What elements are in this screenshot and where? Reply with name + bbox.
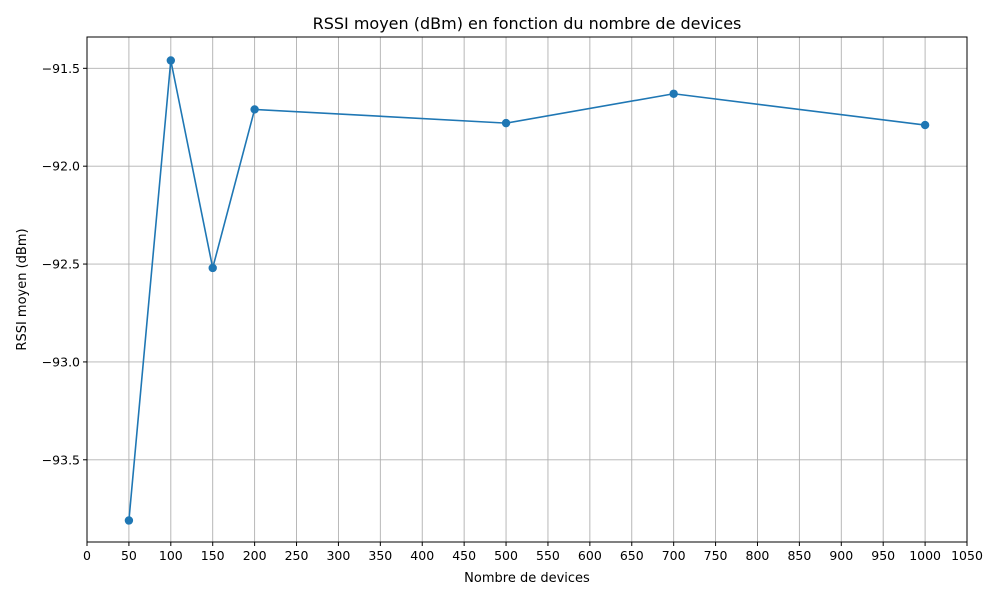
x-tick-label: 750 bbox=[704, 548, 728, 563]
data-point bbox=[250, 105, 259, 114]
x-tick-label: 400 bbox=[410, 548, 434, 563]
x-tick-label: 250 bbox=[285, 548, 309, 563]
x-tick-label: 500 bbox=[494, 548, 518, 563]
data-point bbox=[501, 118, 511, 128]
plot-frame bbox=[86, 36, 968, 543]
y-tick-label: −92.0 bbox=[42, 159, 80, 174]
y-tick-label: −92.5 bbox=[42, 257, 80, 272]
x-tick-label: 950 bbox=[871, 548, 895, 563]
y-tick-label: −93.5 bbox=[42, 452, 80, 467]
x-tick-label: 850 bbox=[787, 548, 811, 563]
data-point bbox=[920, 120, 930, 130]
x-axis-label: Nombre de devices bbox=[464, 571, 590, 586]
x-tick-label: 200 bbox=[243, 548, 267, 563]
y-tick-label: −91.5 bbox=[42, 61, 80, 76]
data-point bbox=[669, 89, 678, 98]
x-tick-label: 450 bbox=[452, 548, 476, 563]
x-tick-label: 100 bbox=[159, 548, 183, 563]
y-axis-ticks: −91.5 −92.0 −92.5 −93.0 −93.5 bbox=[42, 61, 87, 467]
data-point bbox=[208, 263, 217, 273]
x-tick-label: 650 bbox=[620, 548, 644, 563]
grid-lines bbox=[86, 37, 968, 542]
y-tick-label: −93.0 bbox=[42, 354, 80, 369]
x-tick-label: 0 bbox=[83, 548, 91, 563]
x-tick-label: 800 bbox=[746, 548, 770, 563]
chart-title: RSSI moyen (dBm) en fonction du nombre d… bbox=[313, 14, 742, 33]
x-tick-label: 700 bbox=[662, 548, 686, 563]
data-point bbox=[124, 516, 134, 525]
series-line bbox=[128, 60, 926, 521]
x-tick-label: 600 bbox=[578, 548, 602, 563]
series-layer bbox=[124, 56, 930, 525]
x-axis-ticks: 0 50 100 150 200 250 300 350 400 450 500 550 600 650 7… bbox=[83, 542, 983, 563]
x-tick-label: 1050 bbox=[951, 548, 983, 563]
x-tick-label: 350 bbox=[368, 548, 392, 563]
y-axis-label: RSSI moyen (dBm) bbox=[15, 228, 30, 350]
x-tick-label: 1000 bbox=[909, 548, 941, 563]
x-tick-label: 150 bbox=[201, 548, 225, 563]
x-tick-label: 900 bbox=[829, 548, 853, 563]
x-tick-label: 300 bbox=[326, 548, 350, 563]
x-tick-label: 550 bbox=[536, 548, 560, 563]
data-point bbox=[166, 56, 176, 65]
x-tick-label: 50 bbox=[121, 548, 137, 563]
